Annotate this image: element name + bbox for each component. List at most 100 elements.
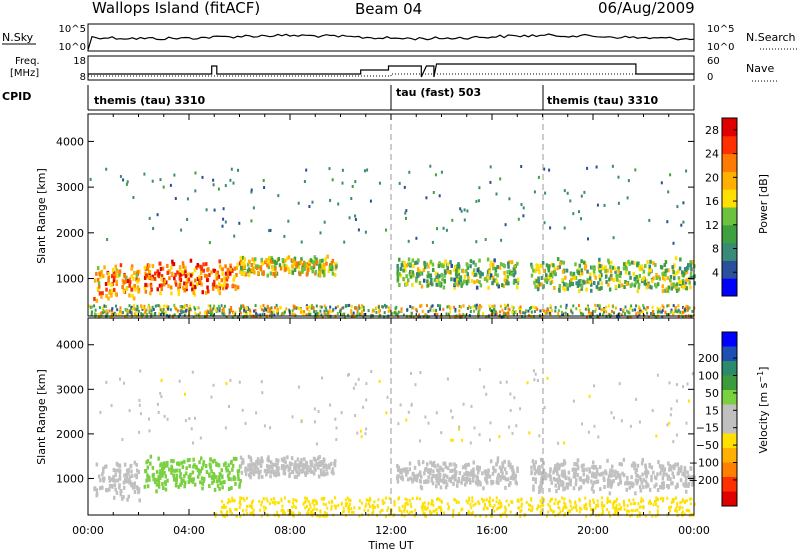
echo-cell-band-4 (411, 270, 415, 275)
echo-cell-near-range (655, 499, 658, 503)
echo-cell-band-5 (588, 469, 591, 474)
echo-cell-near-range (662, 499, 665, 503)
echo-cell-band-1 (138, 269, 141, 274)
echo-cell-band-5 (573, 276, 576, 281)
echo-cell-band-4 (507, 463, 510, 468)
echo-cell-band-5 (551, 274, 554, 279)
echo-cell-band-4 (400, 475, 403, 480)
echo-cell-band-5 (637, 277, 640, 282)
echo-cell-band-2 (148, 263, 151, 268)
echo-cell-band-2 (213, 487, 217, 492)
echo-cell-band-5 (659, 485, 662, 490)
echo-cell-band-1 (126, 279, 130, 284)
echo-cell-near-range (334, 506, 337, 510)
echo-cell-band-2 (212, 472, 215, 476)
echo-cell-scattered (429, 164, 432, 168)
echo-cell-near-range (466, 307, 469, 310)
echo-cell-band-4 (423, 479, 426, 484)
echo-cell-near-range (196, 306, 199, 310)
echo-cell-band-2 (200, 456, 203, 461)
echo-cell-near-range (468, 498, 471, 502)
echo-cell-near-range (409, 305, 412, 308)
echo-cell-near-range (656, 505, 659, 509)
echo-cell-scattered (563, 226, 566, 230)
echo-cell-band-5 (623, 262, 626, 267)
echo-cell-near-range (458, 309, 461, 313)
echo-cell-near-range (607, 304, 610, 308)
echo-cell-band-2 (209, 463, 212, 468)
echo-cell-near-range (354, 307, 357, 311)
echo-cell-scattered (588, 394, 591, 398)
echo-cell-band-2 (170, 458, 173, 463)
echo-cell-band-1 (99, 291, 102, 296)
echo-cell-band-2 (221, 286, 225, 291)
echo-cell-near-range (221, 308, 224, 312)
echo-cell-near-range (368, 499, 371, 502)
beam-title: Beam 04 (355, 0, 422, 18)
echo-cell-near-range (237, 315, 239, 319)
echo-cell-band-3 (310, 460, 313, 465)
echo-cell-near-range (397, 310, 400, 314)
echo-cell-band-4 (407, 262, 410, 267)
echo-cell-near-range (603, 504, 606, 508)
echo-cell-band-2 (152, 477, 155, 482)
echo-cell-band-1 (103, 265, 106, 270)
echo-cell-near-range (381, 305, 384, 309)
echo-cell-near-range (363, 508, 366, 512)
echo-cell-band-2 (157, 481, 161, 486)
echo-cell-band-2 (228, 487, 231, 491)
echo-cell-scattered (425, 196, 428, 200)
echo-cell-near-range (150, 309, 153, 313)
echo-cell-band-5 (584, 264, 587, 269)
echo-cell-near-range (381, 499, 384, 502)
echo-cell-near-range (592, 509, 595, 513)
echo-cell-band-4 (503, 475, 506, 480)
echo-cell-near-range (115, 304, 117, 308)
echo-cell-near-range (644, 514, 647, 518)
echo-cell-band-2 (146, 263, 150, 268)
echo-cell-band-4 (429, 273, 433, 278)
echo-cell-near-range (285, 307, 288, 311)
echo-cell-band-4 (459, 275, 463, 280)
echo-cell-band-5 (635, 275, 638, 279)
echo-cell-near-range (276, 510, 279, 514)
echo-cell-near-range (459, 315, 462, 319)
echo-cell-band-5 (580, 284, 584, 289)
echo-cell-band-2 (198, 471, 201, 476)
echo-cell-band-5 (622, 457, 626, 462)
echo-cell-band-3 (247, 260, 251, 265)
echo-cell-band-5 (590, 282, 593, 287)
echo-cell-near-range (305, 304, 308, 308)
echo-cell-band-1 (127, 471, 130, 476)
echo-cell-near-range (656, 306, 659, 310)
echo-cell-near-range (378, 309, 381, 313)
echo-cell-near-range (518, 306, 521, 310)
echo-cell-band-5 (592, 480, 596, 485)
echo-cell-band-4 (411, 471, 415, 476)
echo-cell-band-2 (185, 284, 188, 289)
echo-cell-near-range (358, 306, 361, 310)
y-tick-label: 2000 (56, 428, 84, 441)
y-tick-label: 3000 (56, 181, 84, 194)
echo-cell-near-range (439, 505, 442, 509)
echo-cell-near-range (209, 304, 212, 308)
echo-cell-band-2 (199, 469, 202, 474)
echo-cell-near-range (343, 509, 345, 513)
echo-cell-band-3 (260, 456, 263, 461)
echo-cell-band-5 (535, 263, 538, 268)
echo-cell-near-range (606, 508, 609, 512)
echo-cell-scattered (386, 395, 389, 399)
echo-cell-near-range (488, 496, 491, 500)
echo-cell-near-range (554, 498, 557, 502)
echo-cell-band-4 (495, 279, 498, 284)
echo-cell-band-4 (491, 281, 494, 286)
echo-cell-band-5 (651, 279, 654, 284)
echo-cell-near-range (678, 507, 681, 511)
echo-cell-near-range (575, 508, 578, 512)
echo-cell-near-range (207, 311, 210, 315)
echo-cell-band-3 (254, 469, 258, 474)
echo-cell-band-5 (548, 488, 551, 493)
echo-cell-band-3 (276, 461, 279, 465)
echo-cell-band-5 (609, 265, 612, 270)
echo-cell-near-range (259, 508, 261, 512)
